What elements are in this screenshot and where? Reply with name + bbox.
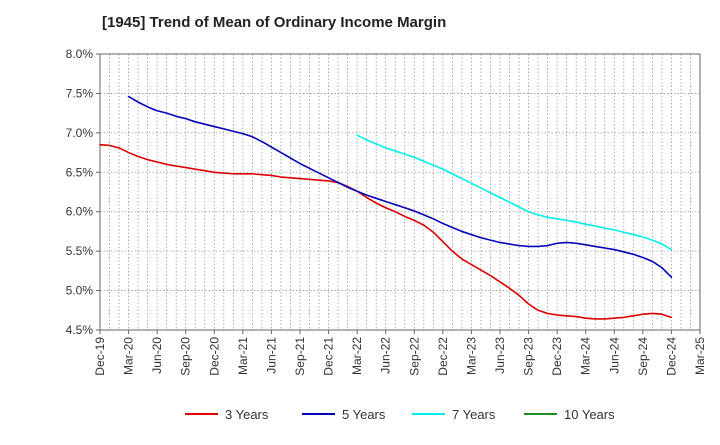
series-line-3-years xyxy=(99,143,673,320)
x-tick-label: Dec-23 xyxy=(550,337,564,376)
legend-label-5-years: 5 Years xyxy=(342,407,386,422)
x-tick-label: Dec-24 xyxy=(664,337,678,376)
x-tick-label: Sep-22 xyxy=(407,337,421,376)
x-tick-label: Jun-23 xyxy=(493,337,507,374)
y-tick-label: 5.0% xyxy=(66,284,94,298)
y-tick-label: 4.5% xyxy=(66,323,94,337)
x-tick-label: Jun-22 xyxy=(379,337,393,374)
y-tick-label: 7.0% xyxy=(66,126,94,140)
y-tick-label: 8.0% xyxy=(66,47,94,61)
legend-label-7-years: 7 Years xyxy=(452,407,496,422)
y-axis-ticks: 4.5% 5.0% 5.5% 6.0% 6.5% 7.0% 7.5% 8.0% xyxy=(66,47,100,337)
x-tick-label: Dec-22 xyxy=(436,337,450,376)
legend-label-3-years: 3 Years xyxy=(225,407,269,422)
y-tick-label: 6.0% xyxy=(66,205,94,219)
x-tick-label: Sep-21 xyxy=(293,337,307,376)
x-tick-label: Mar-25 xyxy=(693,337,707,375)
x-tick-label: Sep-23 xyxy=(522,337,536,376)
y-tick-label: 5.5% xyxy=(66,244,94,258)
x-tick-label: Jun-20 xyxy=(150,337,164,374)
x-tick-label: Sep-24 xyxy=(636,337,650,376)
x-tick-label: Mar-24 xyxy=(579,337,593,375)
grid-lines xyxy=(100,54,700,330)
series-lines xyxy=(99,95,673,320)
x-tick-label: Dec-21 xyxy=(322,337,336,376)
x-tick-label: Mar-21 xyxy=(236,337,250,375)
chart-title: [1945] Trend of Mean of Ordinary Income … xyxy=(102,14,447,31)
legend: 3 Years 5 Years 7 Years 10 Years xyxy=(185,407,615,422)
series-line-5-years xyxy=(127,95,673,278)
x-tick-label: Dec-19 xyxy=(93,337,107,376)
y-tick-label: 6.5% xyxy=(66,165,94,179)
x-tick-label: Mar-20 xyxy=(122,337,136,375)
x-tick-label: Jun-24 xyxy=(607,337,621,374)
x-tick-label: Mar-22 xyxy=(350,337,364,375)
series-line-7-years xyxy=(356,134,673,251)
x-axis-ticks: Dec-19 Mar-20 Jun-20 Sep-20 Dec-20 Mar-21 Jun-… xyxy=(93,330,707,376)
legend-label-10-years: 10 Years xyxy=(564,407,615,422)
x-tick-label: Dec-20 xyxy=(207,337,221,376)
y-tick-label: 7.5% xyxy=(66,86,94,100)
plot-area-frame xyxy=(99,53,701,331)
x-tick-label: Mar-23 xyxy=(464,337,478,375)
x-tick-label: Jun-21 xyxy=(264,337,278,374)
x-tick-label: Sep-20 xyxy=(179,337,193,376)
